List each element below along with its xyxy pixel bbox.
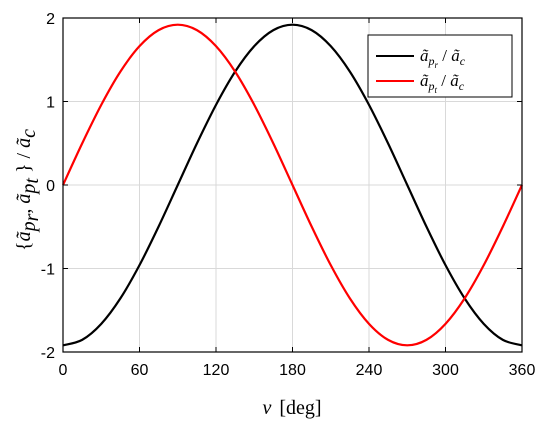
series-line-apt [62,23,523,347]
x-tick-label: 300 [432,362,459,379]
y-tick-label: 1 [46,95,55,112]
legend-label-apt: ãpt / ãc [420,71,465,95]
x-tick-label: 180 [279,362,306,379]
x-axis-label: ν [deg] [262,397,321,419]
y-tick-label: 0 [46,178,55,195]
y-axis-label: {ãpr, ãpt } / ãc [13,129,43,251]
legend: ãpr / ãc ãpt / ãc [367,34,513,98]
x-tick-label: 360 [509,362,536,379]
ticks [62,17,523,353]
y-tick-label: -2 [41,345,55,362]
legend-box [367,34,513,98]
y-tick-label: -1 [41,262,55,279]
tick-labels: 0 60 120 180 240 300 360 -2 -1 0 1 2 [41,11,536,379]
legend-label-apr: ãpr / ãc [420,46,466,70]
y-tick-label: 2 [46,11,55,28]
x-tick-label: 60 [131,362,149,379]
x-tick-label: 0 [59,362,68,379]
series-line-apr [62,23,523,347]
x-tick-label: 240 [356,362,383,379]
x-tick-label: 120 [203,362,230,379]
series-layer [62,23,523,347]
